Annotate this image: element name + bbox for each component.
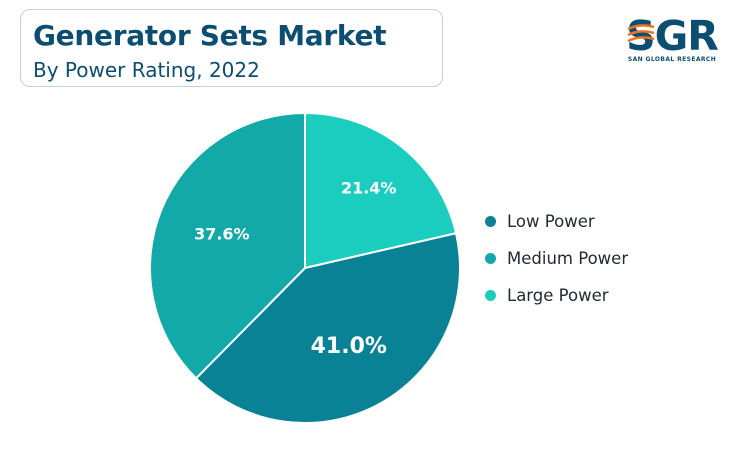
legend-swatch-medium-power [485, 253, 496, 264]
data-label-medium-power: 37.6% [194, 224, 250, 243]
data-label-low-power: 41.0% [311, 334, 387, 359]
legend-item-large-power: Large Power [485, 277, 628, 314]
chart-title: Generator Sets Market [33, 19, 387, 52]
brand-logo: SGR SAN GLOBAL RESEARCH [622, 12, 722, 64]
chart-legend: Low Power Medium Power Large Power [485, 203, 628, 314]
legend-label-medium-power: Medium Power [507, 249, 629, 268]
pie-slice-large-power [304, 111, 458, 270]
logo-name: SAN GLOBAL RESEARCH [627, 56, 717, 63]
chart-subtitle: By Power Rating, 2022 [33, 58, 260, 82]
pie-slice-low-power [194, 232, 461, 424]
pie-slice-medium-power [149, 111, 306, 380]
title-box: Generator Sets Market By Power Rating, 2… [20, 9, 443, 87]
legend-item-medium-power: Medium Power [485, 240, 628, 277]
logo-swoosh-2 [627, 30, 655, 37]
legend-label-large-power: Large Power [507, 286, 609, 305]
logo-swoosh-1 [627, 24, 655, 31]
logo-mark-text: SGR [626, 12, 718, 56]
legend-swatch-large-power [485, 290, 496, 301]
logo-swoosh-3 [627, 36, 655, 43]
legend-label-low-power: Low Power [507, 212, 595, 231]
legend-swatch-low-power [485, 216, 496, 227]
sgr-logo-mark-icon: SGR [626, 12, 718, 56]
legend-item-low-power: Low Power [485, 203, 628, 240]
data-label-large-power: 21.4% [341, 178, 397, 197]
